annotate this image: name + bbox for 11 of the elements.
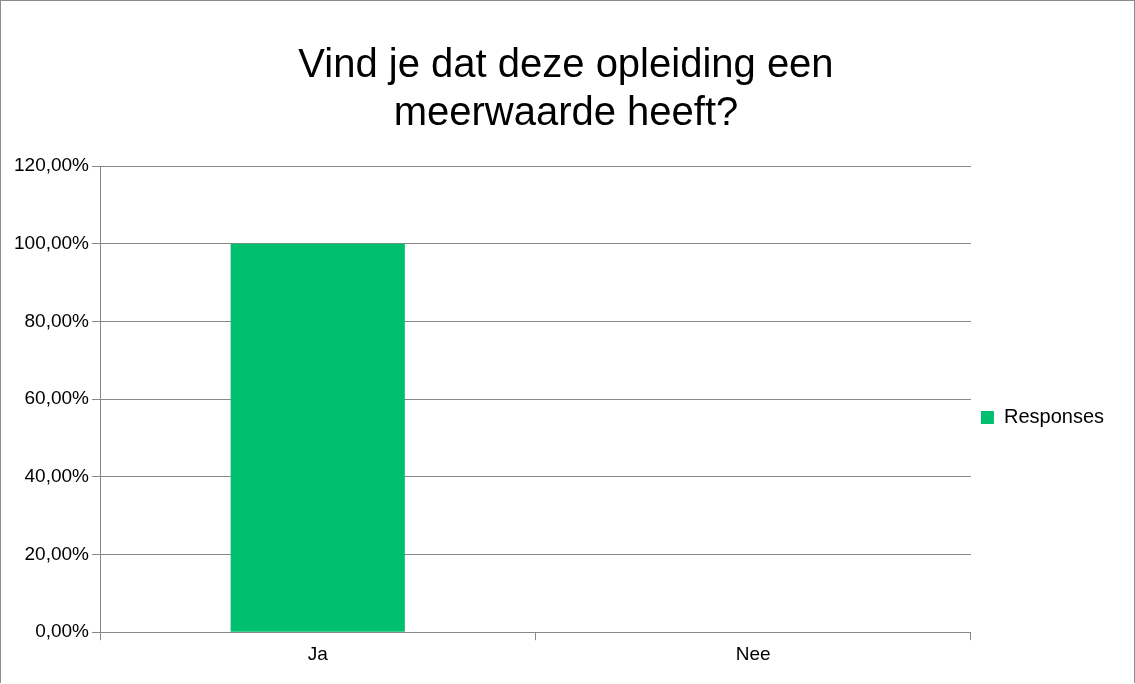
y-tick-label: 0,00% [35, 620, 90, 642]
y-tick-label: 20,00% [24, 542, 90, 564]
y-tick-label: 80,00% [24, 309, 90, 331]
legend-label: Responses [1003, 405, 1104, 428]
x-tick-label: Ja [307, 642, 329, 664]
y-tick-label: 40,00% [24, 465, 90, 487]
y-tick-label: 100,00% [13, 231, 90, 253]
x-tick-label: Nee [735, 642, 771, 664]
chart-title: Vind je dat deze opleiding een meerwaarde heeft? [297, 40, 835, 135]
y-tick-label: 60,00% [24, 387, 90, 409]
y-tick-label: 120,00% [13, 154, 90, 176]
